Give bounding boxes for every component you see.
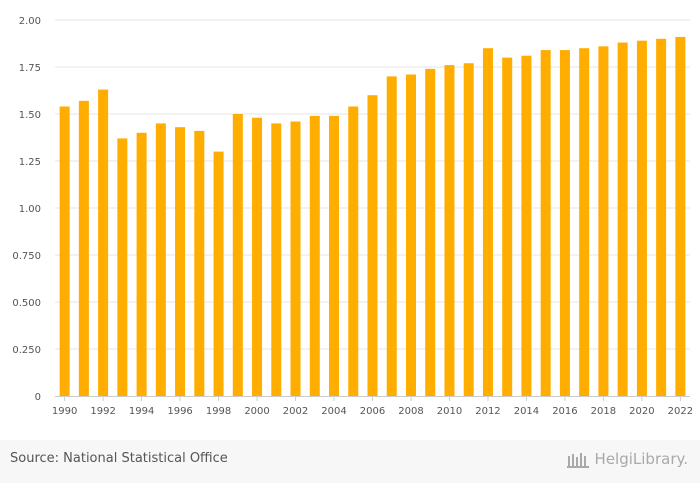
bar-2016 <box>559 50 570 397</box>
bar-2022 <box>675 36 686 397</box>
bar-2020 <box>636 40 647 397</box>
bar-2005 <box>348 106 359 396</box>
bar-1995 <box>155 123 166 397</box>
bar-2009 <box>425 68 436 396</box>
y-tick-label: 0.750 <box>12 251 41 262</box>
x-tick-label: 2014 <box>514 406 539 417</box>
bar-2002 <box>290 121 301 397</box>
bar-2008 <box>405 74 416 397</box>
y-tick-label: 2.00 <box>19 16 41 27</box>
bar-2001 <box>271 123 282 397</box>
bar-2015 <box>540 50 551 397</box>
y-tick-label: 1.50 <box>19 110 41 121</box>
brand-logo[interactable]: HelgiLibrary. <box>566 450 688 468</box>
bar-1990 <box>59 106 70 396</box>
x-tick-label: 2012 <box>475 406 500 417</box>
x-tick-label: 2004 <box>321 406 346 417</box>
bar-1997 <box>194 130 205 397</box>
bar-1993 <box>117 138 128 396</box>
bar-2021 <box>656 38 667 397</box>
bar-2000 <box>252 117 263 396</box>
source-label: Source: National Statistical Office <box>10 451 228 466</box>
y-tick-label: 0 <box>35 392 41 403</box>
x-tick-label: 2020 <box>629 406 654 417</box>
chart-area: 0 0.250 0.500 0.750 1.00 1.25 1.50 1.75 2.00 1990… <box>12 16 693 417</box>
bar-1998 <box>213 151 224 396</box>
bar-1999 <box>232 114 243 396</box>
bar-2019 <box>617 42 628 397</box>
bar-2007 <box>386 76 397 397</box>
footer: Source: National Statistical Office Helg… <box>0 440 700 483</box>
bar-2006 <box>367 95 378 396</box>
bar-2012 <box>482 48 493 396</box>
bar-1994 <box>136 132 147 397</box>
x-tick-label: 2000 <box>244 406 269 417</box>
bar-2011 <box>463 63 474 397</box>
x-tick-label: 1998 <box>206 406 231 417</box>
y-tick-label: 1.25 <box>19 157 41 168</box>
y-tick-label: 0.250 <box>12 345 41 356</box>
y-tick-label: 1.00 <box>19 204 41 215</box>
x-tick-label: 2010 <box>437 406 462 417</box>
brand-name: HelgiLibrary. <box>594 450 688 468</box>
x-tick-label: 2016 <box>552 406 577 417</box>
y-tick-label: 1.75 <box>19 63 41 74</box>
x-tick-label: 1996 <box>167 406 192 417</box>
bar-2013 <box>502 57 513 396</box>
x-tick-label: 2022 <box>668 406 693 417</box>
x-tick-label: 1994 <box>129 406 154 417</box>
x-tick-label: 1992 <box>90 406 115 417</box>
x-tick-label: 2002 <box>283 406 308 417</box>
x-tick-label: 2006 <box>360 406 385 417</box>
bar-1996 <box>175 127 186 396</box>
bar-2017 <box>579 48 590 396</box>
bar-2010 <box>444 65 455 397</box>
y-tick-label: 0.500 <box>12 298 41 309</box>
bar-1992 <box>98 89 109 396</box>
library-icon <box>566 453 589 468</box>
bar-2018 <box>598 46 609 396</box>
bar-2003 <box>309 115 320 396</box>
x-tick-label: 1990 <box>52 406 77 417</box>
x-tick-label: 2008 <box>398 406 423 417</box>
bar-1991 <box>78 100 89 396</box>
bar-2004 <box>329 115 340 396</box>
bar-chart: 0 0.250 0.500 0.750 1.00 1.25 1.50 1.75 2.00 1990… <box>12 16 693 417</box>
x-tick-label: 2018 <box>591 406 616 417</box>
bar-2014 <box>521 55 532 396</box>
